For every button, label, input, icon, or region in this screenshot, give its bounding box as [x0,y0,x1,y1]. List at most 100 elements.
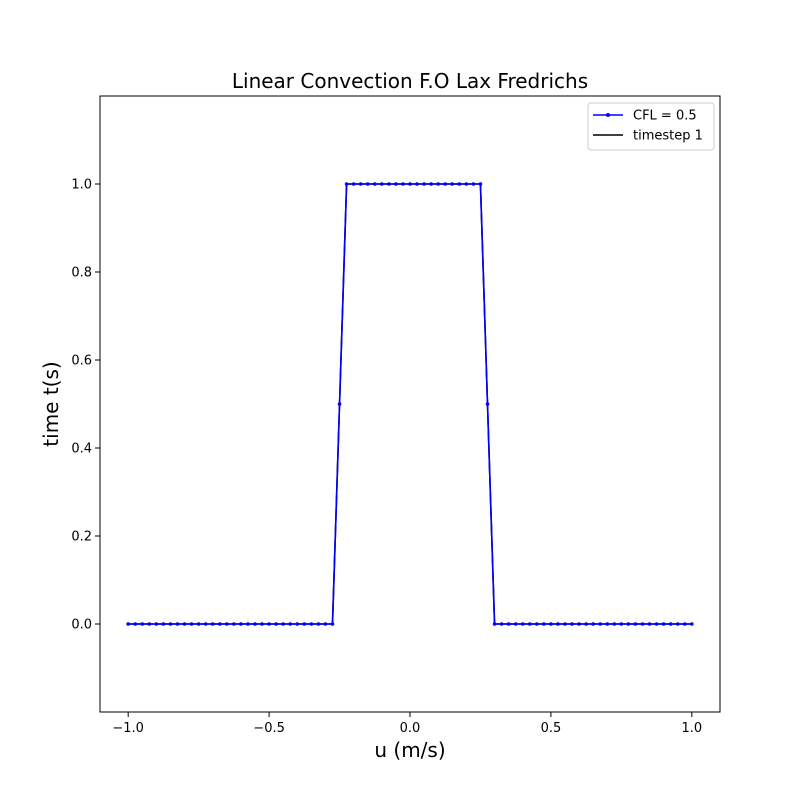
data-point [401,182,405,186]
data-point [471,182,476,186]
data-point [210,622,215,626]
data-point [661,622,666,626]
data-point [380,182,384,186]
data-point [513,622,518,626]
legend-label: timestep 1 [633,129,703,144]
data-point [295,622,300,626]
legend-label: CFL = 0.5 [633,109,697,124]
data-point [253,622,257,626]
data-point [492,622,497,626]
y-tick-label: 0.4 [71,442,92,457]
data-point [387,182,391,186]
data-point [288,622,293,626]
data-point [619,622,624,626]
data-point [429,182,433,186]
data-point [337,402,342,406]
x-tick-label: −1.0 [112,721,144,736]
y-tick-label: 0.0 [71,618,92,633]
data-point [422,182,426,186]
data-point [246,622,250,626]
x-tick-label: 0.0 [400,721,421,736]
series-layer [126,182,694,626]
data-point [457,182,462,186]
data-point [330,622,335,626]
data-point [485,402,490,406]
y-tick-label: 0.6 [71,354,92,369]
data-point [591,622,595,626]
data-point [281,622,285,626]
x-tick-label: 1.0 [681,721,702,736]
data-point [450,182,455,186]
data-point [612,622,617,626]
data-point [239,622,243,626]
data-point [570,622,574,626]
data-point [225,622,229,626]
data-point [316,622,321,626]
data-point [520,622,525,626]
data-point [436,182,440,186]
y-axis: 0.0 0.2 0.4 0.6 0.8 1.0 [71,178,100,633]
data-point [260,622,264,626]
data-point [647,622,652,626]
data-point [563,622,567,626]
data-point [196,622,201,626]
data-point [232,622,236,626]
data-point [351,182,356,186]
legend-marker [606,113,610,117]
data-point [182,622,187,626]
data-point [415,182,419,186]
data-point [527,622,532,626]
y-tick-label: 1.0 [71,178,92,193]
data-point [274,622,278,626]
data-point [147,622,152,626]
data-point [358,182,363,186]
data-point [302,622,307,626]
data-point [140,622,145,626]
data-point [549,622,553,626]
data-point [126,622,130,626]
data-point [640,622,645,626]
x-tick-label: −0.5 [253,721,285,736]
data-point [464,182,469,186]
data-point [542,622,546,626]
data-point [577,622,581,626]
x-tick-label: 0.5 [541,721,562,736]
data-point [168,622,173,626]
data-point [675,622,680,626]
data-point [626,622,631,626]
data-point [478,182,483,186]
data-point [690,622,694,626]
data-point [133,622,138,626]
data-point [372,182,377,186]
data-point [189,622,194,626]
data-point [605,622,610,626]
legend: CFL = 0.5 timestep 1 [587,102,715,151]
data-point [654,622,659,626]
data-point [408,182,412,186]
x-axis-label: u (m/s) [374,738,445,762]
data-point [556,622,560,626]
data-point [443,182,448,186]
data-point [309,622,314,626]
data-point [668,622,673,626]
data-point [344,182,349,186]
data-point [506,622,511,626]
data-point [598,622,603,626]
x-axis: −1.0 −0.5 0.0 0.5 1.0 [112,712,702,736]
chart-title: Linear Convection F.O Lax Fredrichs [232,69,588,93]
data-point [154,622,159,626]
data-point [365,182,370,186]
data-point [161,622,166,626]
data-point [584,622,588,626]
y-tick-label: 0.8 [71,266,92,281]
data-point [175,622,180,626]
data-point [499,622,504,626]
data-point [217,622,222,626]
data-point [535,622,539,626]
data-point [203,622,208,626]
data-point [394,182,398,186]
data-point [323,622,328,626]
data-point [633,622,638,626]
y-axis-label: time t(s) [39,361,63,446]
